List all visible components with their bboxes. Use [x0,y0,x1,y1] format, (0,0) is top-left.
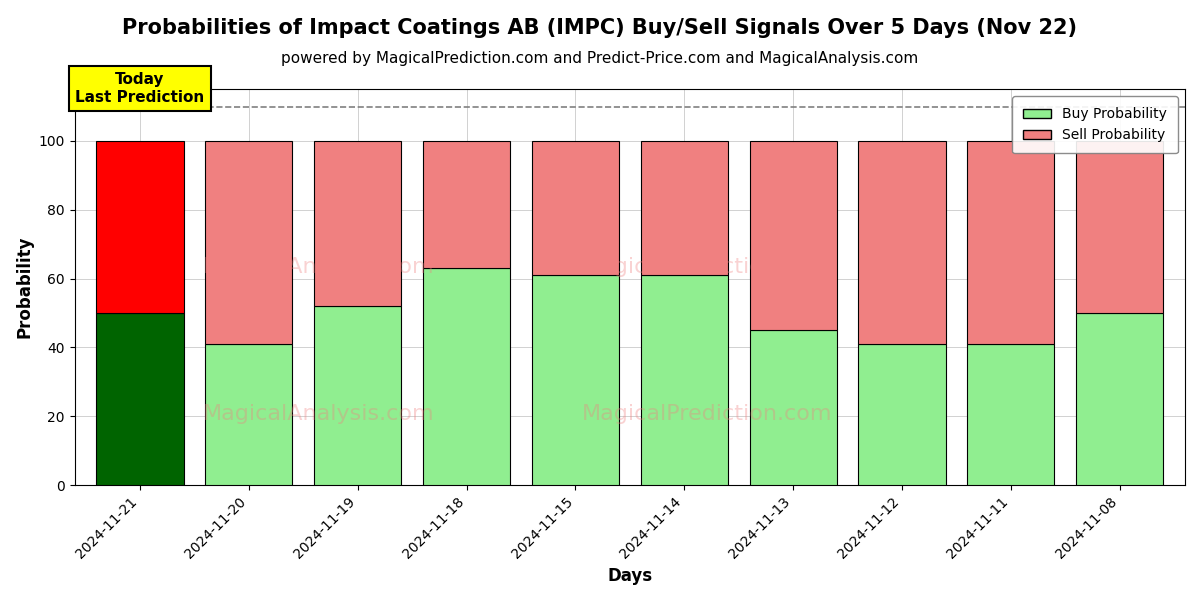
Text: Probabilities of Impact Coatings AB (IMPC) Buy/Sell Signals Over 5 Days (Nov 22): Probabilities of Impact Coatings AB (IMP… [122,18,1078,38]
Text: MagicalAnalysis.com: MagicalAnalysis.com [203,404,434,424]
Bar [641,275,727,485]
Bar [641,141,727,275]
Text: MagicalPrediction.com: MagicalPrediction.com [582,404,833,424]
Bar [858,141,946,344]
Text: MagicalPrediction.com: MagicalPrediction.com [582,257,833,277]
X-axis label: Days: Days [607,567,653,585]
Bar [96,313,184,485]
Text: MagicalAnalysis.com: MagicalAnalysis.com [203,257,434,277]
Bar [750,141,836,330]
Bar [96,141,184,313]
Bar [422,268,510,485]
Bar [314,141,401,306]
Bar [314,306,401,485]
Bar [205,141,293,344]
Bar [422,141,510,268]
Bar [967,141,1055,344]
Y-axis label: Probability: Probability [16,236,34,338]
Bar [750,330,836,485]
Bar [532,141,619,275]
Bar [532,275,619,485]
Text: powered by MagicalPrediction.com and Predict-Price.com and MagicalAnalysis.com: powered by MagicalPrediction.com and Pre… [281,51,919,66]
Bar [1076,313,1163,485]
Bar [1076,141,1163,313]
Text: Today
Last Prediction: Today Last Prediction [76,73,204,105]
Bar [858,344,946,485]
Bar [205,344,293,485]
Legend: Buy Probability, Sell Probability: Buy Probability, Sell Probability [1012,96,1178,154]
Bar [967,344,1055,485]
